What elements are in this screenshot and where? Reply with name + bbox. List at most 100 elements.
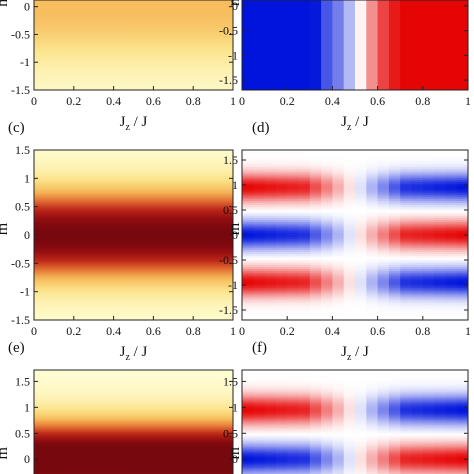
- heatmap-cell: [275, 191, 288, 195]
- heatmap-cell: [321, 155, 333, 159]
- heatmap-cell: [287, 392, 300, 394]
- heatmap-cell: [456, 246, 468, 249]
- heatmap-cell: [332, 193, 345, 196]
- heatmap-cell: [287, 253, 300, 257]
- heatmap-cell: [388, 450, 401, 453]
- heatmap-cell: [287, 412, 300, 415]
- heatmap-cell: [456, 387, 468, 389]
- heatmap-cell: [400, 280, 413, 283]
- heatmap-cell: [422, 384, 435, 387]
- heatmap-cell: [298, 252, 311, 255]
- heatmap-cell: [411, 461, 424, 464]
- heatmap-cell: [422, 189, 435, 193]
- heatmap-cell: [400, 406, 413, 409]
- heatmap-cell: [343, 445, 356, 448]
- heatmap-cell: [355, 409, 367, 411]
- heatmap-cell: [298, 374, 311, 377]
- heatmap-cell: [242, 308, 254, 312]
- heatmap-cell: [264, 219, 277, 223]
- y-tick-label: -0.5: [11, 256, 30, 270]
- heatmap-cell: [264, 426, 277, 429]
- heatmap-cell: [388, 178, 401, 181]
- heatmap-cell: [253, 195, 266, 198]
- heatmap-cell: [434, 409, 446, 411]
- heatmap-cell: [434, 229, 446, 232]
- heatmap-cell: [445, 161, 458, 164]
- heatmap-cell: [253, 163, 266, 166]
- heatmap-cell: [275, 242, 288, 246]
- heatmap-cell: [298, 189, 311, 193]
- heatmap-cell: [309, 459, 322, 462]
- heatmap-cell: [321, 403, 333, 405]
- heatmap-cell: [298, 151, 311, 155]
- heatmap-cell: [388, 191, 401, 195]
- heatmap-cell: [253, 314, 266, 317]
- heatmap-cell: [445, 427, 458, 430]
- heatmap-cell: [400, 255, 413, 259]
- heatmap-cell: [275, 250, 288, 253]
- heatmap-cell: [355, 431, 367, 433]
- heatmap-cell: [298, 371, 311, 374]
- heatmap-cell: [287, 195, 300, 198]
- heatmap-cell: [411, 208, 424, 212]
- y-tick-label: -1.5: [219, 73, 238, 87]
- heatmap-cell: [445, 464, 458, 466]
- heatmap-cell: [355, 236, 367, 240]
- heatmap-cell: [411, 318, 424, 320]
- heatmap-cell: [343, 425, 356, 427]
- heatmap-cell: [377, 443, 390, 446]
- heatmap-cell: [309, 461, 322, 464]
- heatmap-field: [34, 370, 233, 474]
- heatmap-cell: [388, 370, 401, 372]
- heatmap-cell: [456, 197, 468, 200]
- heatmap-cell: [411, 469, 424, 471]
- heatmap-cell: [388, 286, 401, 289]
- heatmap-cell: [377, 195, 390, 198]
- heatmap-cell: [456, 238, 468, 242]
- heatmap-cell: [242, 263, 254, 266]
- heatmap-cell: [242, 389, 254, 392]
- heatmap-cell: [287, 252, 300, 255]
- heatmap-cell: [287, 407, 300, 410]
- heatmap-cell: [434, 383, 446, 386]
- heatmap-cell: [434, 263, 446, 266]
- heatmap-cell: [434, 304, 446, 308]
- heatmap-cell: [411, 460, 424, 463]
- heatmap-cell: [434, 432, 446, 435]
- heatmap-cell: [332, 276, 345, 280]
- heatmap-cell: [242, 291, 254, 295]
- heatmap-cell: [343, 259, 356, 263]
- heatmap-cell: [332, 440, 345, 443]
- heatmap-cell: [264, 204, 277, 208]
- heatmap-cell: [287, 398, 300, 400]
- heatmap-cell: [377, 151, 390, 155]
- heatmap-cell: [264, 405, 277, 408]
- heatmap-cell: [355, 421, 367, 424]
- heatmap-cell: [422, 377, 435, 380]
- heatmap-cell: [298, 472, 311, 474]
- heatmap-cell: [309, 189, 322, 193]
- heatmap-cell: [321, 462, 333, 465]
- heatmap-cell: [275, 433, 288, 436]
- heatmap-cell: [298, 153, 311, 157]
- heatmap-cell: [242, 248, 254, 251]
- heatmap-cell: [388, 454, 401, 457]
- heatmap-cell: [377, 469, 390, 471]
- heatmap-cell: [298, 466, 311, 469]
- heatmap-cell: [434, 261, 446, 264]
- heatmap-cell: [242, 159, 254, 162]
- heatmap-cell: [309, 199, 322, 202]
- heatmap-cell: [400, 289, 413, 293]
- heatmap-cell: [434, 440, 446, 443]
- heatmap-cell: [298, 428, 311, 431]
- heatmap-cell: [298, 221, 311, 225]
- heatmap-cell: [264, 257, 277, 261]
- heatmap-cell: [422, 472, 435, 474]
- heatmap-cell: [422, 187, 435, 191]
- heatmap-cell: [332, 466, 345, 469]
- heatmap-cell: [422, 214, 435, 217]
- heatmap-cell: [422, 439, 435, 442]
- heatmap-cell: [434, 422, 446, 425]
- heatmap-cell: [422, 434, 435, 437]
- heatmap-cell: [343, 454, 356, 457]
